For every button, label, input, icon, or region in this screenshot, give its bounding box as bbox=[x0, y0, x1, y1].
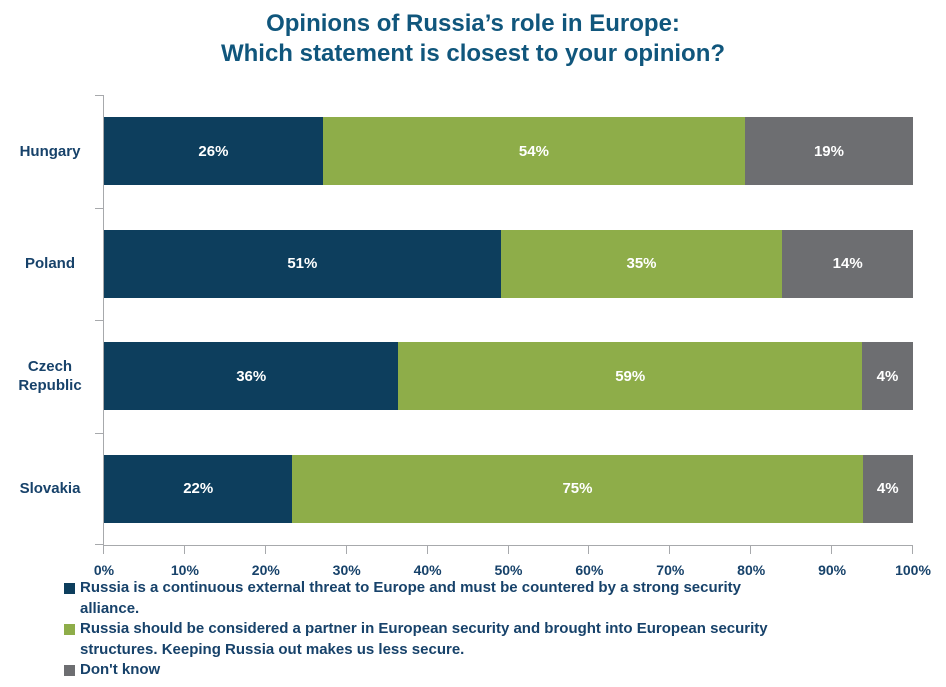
category-label-hungary: Hungary bbox=[19, 142, 81, 160]
x-axis-tick bbox=[264, 546, 266, 554]
x-axis-tick bbox=[669, 546, 671, 554]
bar-value-label: 54% bbox=[518, 142, 549, 160]
legend-marker-icon bbox=[64, 624, 75, 635]
x-axis-tick-label: 20% bbox=[251, 562, 280, 578]
y-axis-tick bbox=[95, 544, 103, 545]
bar-segment-slovakia: 75% bbox=[292, 454, 863, 523]
x-axis-tick-label: 80% bbox=[737, 562, 766, 578]
bar-segment-poland: 51% bbox=[104, 229, 501, 298]
bar-value-label: 19% bbox=[813, 142, 844, 160]
bar-segment-poland: 14% bbox=[782, 229, 913, 298]
bar-value-label: 51% bbox=[287, 255, 318, 273]
x-axis-tick-label: 100% bbox=[895, 562, 931, 578]
legend-item: Russia is a continuous external threat t… bbox=[64, 578, 936, 619]
chart-title: Opinions of Russia’s role in Europe: Whi… bbox=[0, 9, 946, 69]
x-axis-tick bbox=[345, 546, 347, 554]
bar-value-label: 4% bbox=[876, 480, 899, 498]
bar-segment-czech-republic: 36% bbox=[104, 342, 399, 411]
bar-segment-czech-republic: 4% bbox=[861, 342, 913, 411]
x-axis-tick-label: 30% bbox=[332, 562, 361, 578]
plot-area: 26% 54% 19% 51% 35% 14% 36% 59% 4% 22% 75% 4% 0% 10% 2… bbox=[94, 95, 931, 578]
bar-value-label: 14% bbox=[832, 255, 863, 273]
legend-marker-icon bbox=[64, 583, 75, 594]
x-axis-tick-label: 50% bbox=[494, 562, 523, 578]
category-label-poland: Poland bbox=[24, 255, 75, 273]
bar-row-poland: 51% 35% 14% bbox=[104, 229, 913, 298]
x-axis-tick-label: 40% bbox=[413, 562, 442, 578]
y-axis-tick bbox=[95, 95, 103, 96]
bar-segment-slovakia: 22% bbox=[104, 454, 293, 523]
y-axis-tick bbox=[95, 207, 103, 209]
bar-segment-slovakia: 4% bbox=[862, 454, 913, 523]
x-axis-tick-label: 0% bbox=[93, 562, 115, 578]
legend: Russia is a continuous external threat t… bbox=[64, 578, 936, 681]
x-axis-tick-label: 10% bbox=[170, 562, 199, 578]
bar-segment-hungary: 19% bbox=[744, 117, 913, 186]
legend-marker-icon bbox=[64, 665, 75, 676]
y-axis-tick bbox=[95, 320, 103, 321]
x-axis-tick-label: 90% bbox=[818, 562, 847, 578]
x-axis-tick-label: 70% bbox=[656, 562, 685, 578]
legend-line: Don't know bbox=[80, 661, 161, 678]
x-axis-tick bbox=[588, 546, 590, 554]
bar-segment-czech-republic: 59% bbox=[398, 342, 862, 411]
x-axis-tick bbox=[426, 546, 428, 554]
bar-value-label: 75% bbox=[562, 480, 593, 498]
bar-segment-hungary: 54% bbox=[322, 117, 745, 186]
legend-item: Russia should be considered a partner in… bbox=[64, 619, 936, 660]
chart-title-line-2: Which statement is closest to your opini… bbox=[220, 40, 726, 67]
legend-line: Russia should be considered a partner in… bbox=[80, 620, 768, 637]
category-label-czech-republic: Czech Republic bbox=[18, 358, 82, 395]
bar-value-label: 22% bbox=[183, 480, 214, 498]
legend-line: structures. Keeping Russia out makes us … bbox=[80, 640, 465, 658]
bar-row-hungary: 26% 54% 19% bbox=[104, 117, 913, 186]
bar-value-label: 35% bbox=[626, 255, 657, 273]
category-label-slovakia: Slovakia bbox=[19, 480, 81, 498]
x-axis-tick bbox=[750, 546, 752, 554]
x-axis-tick bbox=[103, 546, 104, 554]
bar-value-label: 26% bbox=[198, 142, 229, 160]
bar-segment-hungary: 26% bbox=[104, 117, 323, 186]
legend-line: Russia is a continuous external threat t… bbox=[80, 579, 741, 596]
bar-value-label: 4% bbox=[876, 367, 899, 385]
x-axis-tick bbox=[183, 546, 185, 554]
legend-line: alliance. bbox=[80, 599, 140, 617]
bar-segment-poland: 35% bbox=[500, 229, 783, 298]
bar-row-slovakia: 22% 75% 4% bbox=[104, 454, 913, 523]
chart-title-line-1: Opinions of Russia’s role in Europe: bbox=[266, 10, 680, 37]
bar-value-label: 59% bbox=[615, 367, 646, 385]
x-axis-tick bbox=[507, 546, 509, 554]
bar-row-czech-republic: 36% 59% 4% bbox=[104, 342, 913, 411]
y-axis-tick bbox=[95, 432, 103, 434]
bar-value-label: 36% bbox=[236, 367, 267, 385]
x-axis-tick bbox=[831, 546, 833, 554]
legend-item: Don't know bbox=[64, 660, 936, 681]
x-axis-tick-label: 60% bbox=[575, 562, 604, 578]
x-axis-tick bbox=[912, 546, 913, 554]
